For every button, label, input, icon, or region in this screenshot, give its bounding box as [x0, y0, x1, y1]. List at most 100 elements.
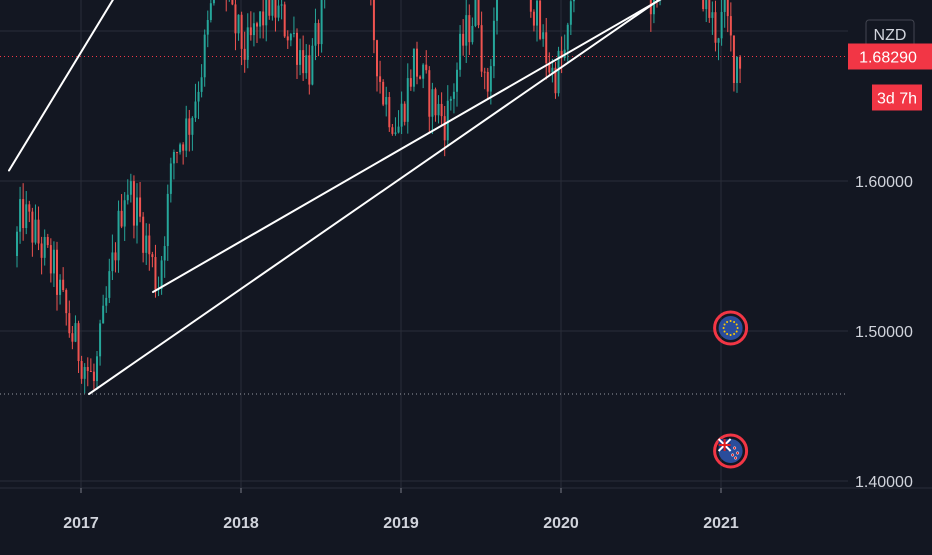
- candle-body: [191, 117, 194, 135]
- nz-flag-icon[interactable]: [713, 433, 749, 469]
- event-ring: [713, 310, 749, 346]
- candle-body: [172, 151, 175, 164]
- time-tick-label: 2017: [63, 515, 99, 532]
- candle-body: [96, 356, 98, 382]
- candle-body: [437, 103, 440, 116]
- candle-body: [652, 0, 655, 15]
- grid: [0, 0, 848, 488]
- flag-disc: [718, 316, 743, 340]
- candle-body: [492, 20, 495, 67]
- currency-badge[interactable]: NZD: [865, 19, 915, 49]
- flag-star: [729, 334, 732, 336]
- candle-body: [265, 0, 268, 26]
- candle-body: [736, 57, 738, 83]
- candle-body: [262, 11, 265, 26]
- candle-body: [572, 0, 575, 2]
- candle-body: [379, 76, 382, 82]
- candle-body: [89, 370, 92, 372]
- candle-body: [240, 14, 243, 49]
- candle-body: [129, 181, 132, 195]
- candle-body: [212, 0, 215, 4]
- candle-body: [557, 50, 560, 94]
- candle-body: [160, 260, 163, 289]
- candle-body: [283, 4, 286, 37]
- candle-body: [394, 132, 397, 134]
- eur-flag-icon[interactable]: [713, 310, 749, 346]
- candle-body: [34, 219, 37, 243]
- candle-body: [209, 3, 212, 21]
- candle-body: [434, 89, 437, 116]
- candle-body: [400, 103, 403, 127]
- candle-body: [268, 0, 271, 16]
- candle-body: [234, 4, 237, 34]
- candle-body: [280, 4, 283, 6]
- drawings[interactable]: [8, 0, 809, 395]
- candle-body: [299, 50, 302, 65]
- candle-body: [302, 50, 305, 74]
- candle-body: [545, 32, 548, 64]
- candle-body: [114, 252, 117, 261]
- flag-star: [726, 320, 729, 323]
- candle-body: [154, 257, 157, 290]
- candle-body: [151, 254, 154, 258]
- trend-line[interactable]: [8, 0, 377, 172]
- candle-body: [496, 0, 498, 21]
- candle-body: [92, 371, 95, 382]
- time-tick-label: 2021: [703, 515, 739, 532]
- time-tick-label: 2018: [223, 515, 259, 532]
- candle-body: [739, 57, 742, 69]
- trend-line[interactable]: [152, 0, 801, 293]
- candle-body: [412, 48, 415, 87]
- candle-body: [111, 252, 114, 272]
- countdown-label: 3d 7h: [877, 91, 917, 108]
- event-ring: [713, 433, 749, 469]
- price-tick-label: 1.40000: [855, 474, 913, 491]
- candle-body: [197, 91, 200, 102]
- candle-body: [446, 100, 449, 141]
- flag-star: [731, 453, 735, 457]
- economic-events[interactable]: [713, 310, 749, 469]
- candle-body: [428, 70, 431, 117]
- candle-body: [376, 40, 378, 77]
- candle-body: [169, 163, 172, 194]
- candle-body: [465, 15, 468, 46]
- candle-body: [569, 1, 572, 25]
- candle-body: [77, 323, 80, 362]
- candle-body: [440, 103, 443, 117]
- candle-body: [105, 297, 108, 306]
- candle-body: [468, 15, 471, 43]
- flag-star: [729, 320, 732, 322]
- candle-body: [246, 27, 249, 60]
- candle-body: [49, 245, 52, 274]
- candle-body: [259, 11, 262, 27]
- candle-body: [166, 193, 169, 247]
- candle-body: [68, 313, 71, 334]
- candle-body: [554, 67, 557, 94]
- candle-body: [252, 23, 255, 36]
- candle-body: [720, 11, 723, 39]
- candle-body: [649, 0, 652, 15]
- candle-body: [188, 118, 191, 135]
- candle-body: [708, 0, 711, 18]
- candle-body: [456, 69, 458, 92]
- candle-body: [705, 0, 708, 10]
- price-axis[interactable]: [848, 0, 932, 488]
- flag-star: [733, 446, 737, 450]
- candle-body: [397, 126, 400, 133]
- trend-line[interactable]: [88, 0, 809, 395]
- candle-body: [132, 181, 135, 226]
- candle-body: [206, 20, 209, 35]
- candle-body: [16, 231, 18, 256]
- candle-body: [286, 36, 289, 41]
- candle-body: [22, 199, 25, 229]
- candle-body: [539, 0, 542, 39]
- candle-body: [486, 71, 489, 92]
- candle-body: [403, 103, 406, 122]
- flag-star: [723, 323, 726, 326]
- candle-body: [489, 66, 492, 92]
- candle-body: [431, 89, 434, 117]
- candle-body: [726, 0, 729, 17]
- candle-body: [729, 16, 732, 36]
